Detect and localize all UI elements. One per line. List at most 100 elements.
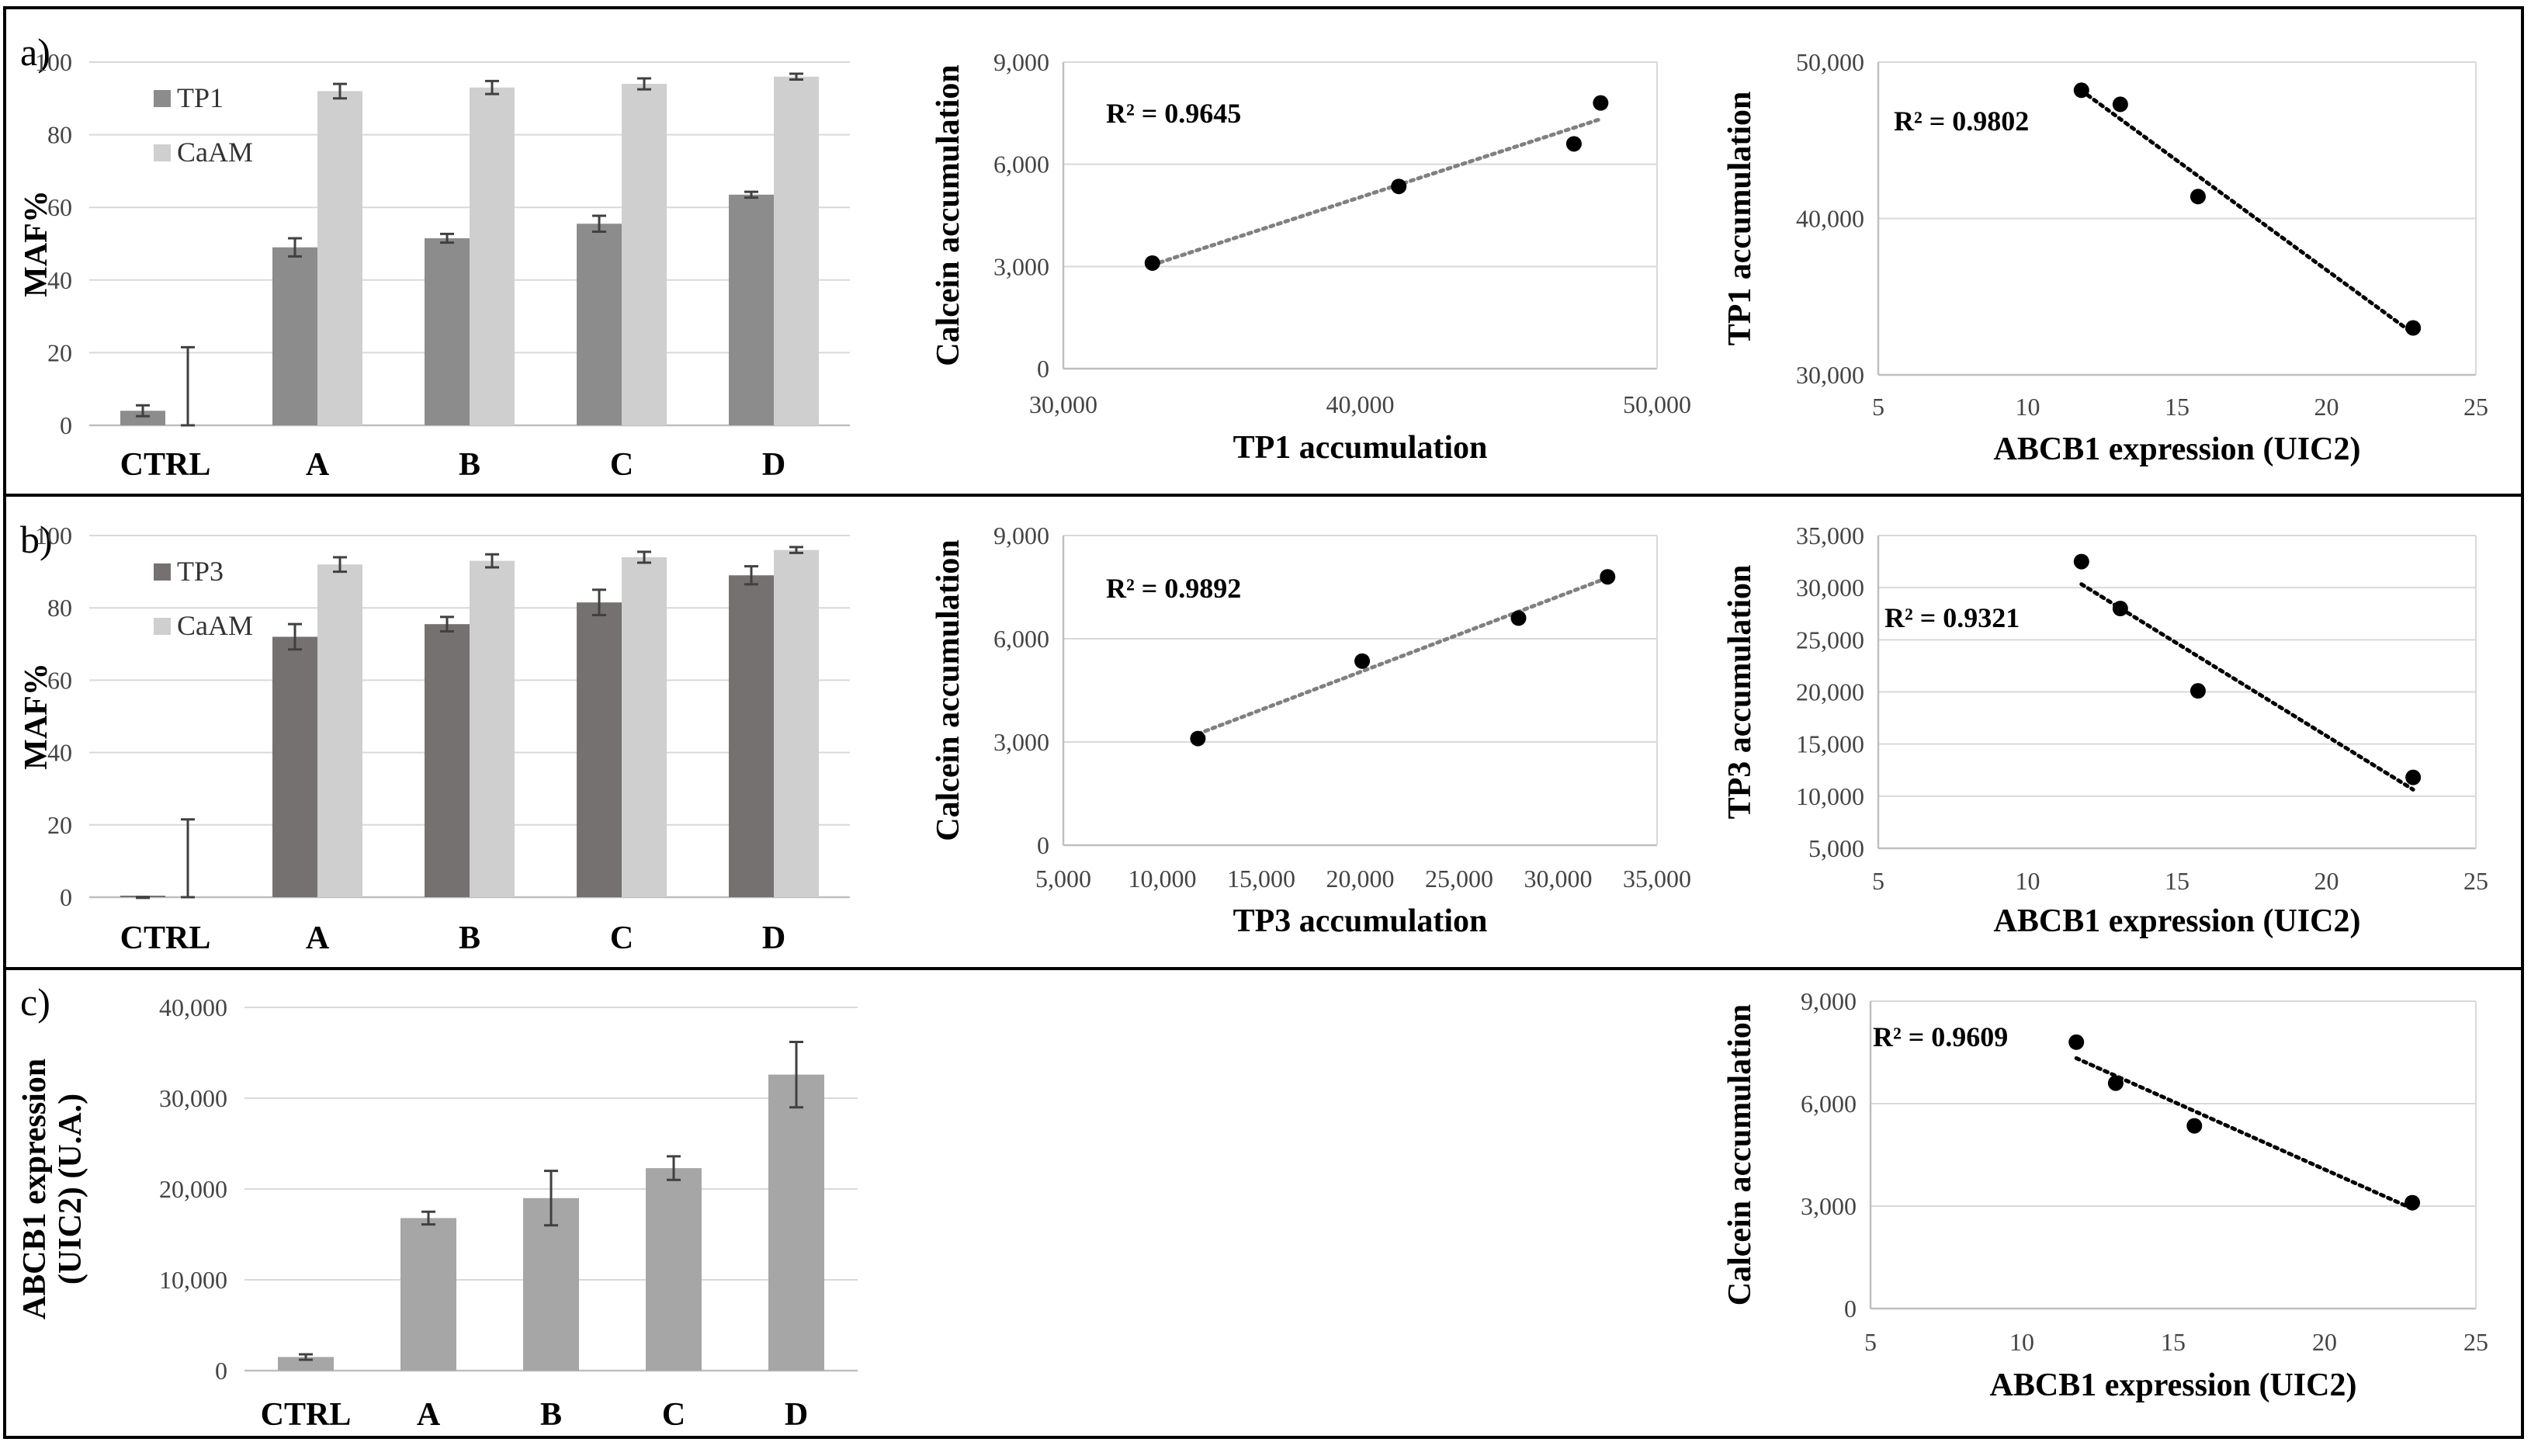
r-squared-label: R² = 0.9321 — [1884, 602, 2020, 633]
y-tick-label: 6,000 — [1801, 1090, 1857, 1118]
legend-label-caam: CaAM — [177, 610, 253, 641]
category-label: D — [762, 447, 785, 483]
x-tick-label: 35,000 — [1623, 865, 1691, 893]
bar-caam-b — [470, 560, 515, 897]
panel-frame-c — [3, 967, 2524, 1439]
x-axis-label: ABCB1 expression (UIC2) — [1994, 432, 2361, 467]
y-tick-label: 3,000 — [993, 728, 1049, 756]
y-tick-label: 60 — [47, 193, 72, 221]
x-tick-label: 5 — [1864, 1328, 1877, 1356]
x-tick-label: 10 — [2016, 393, 2040, 421]
category-label: A — [306, 920, 330, 956]
y-tick-label: 60 — [47, 666, 72, 694]
legend-swatch-caam — [154, 144, 171, 161]
data-point — [1144, 255, 1160, 271]
category-label: B — [459, 920, 480, 956]
y-tick-label: 0 — [215, 1357, 227, 1385]
category-label: CTRL — [120, 447, 211, 483]
legend-label-tp1: TP1 — [177, 82, 224, 113]
y-tick-label: 20 — [47, 338, 72, 366]
data-point — [2073, 553, 2089, 570]
category-label: D — [762, 920, 785, 956]
panel-label-b: b) — [20, 518, 53, 561]
data-point — [1565, 136, 1582, 152]
x-tick-label: 5 — [1872, 867, 1884, 895]
y-tick-label: 15,000 — [1796, 730, 1864, 758]
y-tick-label: 40,000 — [159, 993, 227, 1021]
panel-frame-a — [3, 6, 2524, 497]
bar-tp1-b — [425, 237, 470, 425]
data-point — [2189, 683, 2206, 699]
x-tick-label: 10 — [2016, 867, 2040, 895]
data-point — [2405, 769, 2422, 785]
x-tick-label: 10,000 — [1129, 865, 1197, 893]
data-point — [2112, 601, 2128, 617]
panel-frames — [3, 6, 2524, 1439]
bar-caam-d — [774, 76, 819, 425]
chart-a-scatter-2: 30,000 40,000 50,000 5 10 15 20 25 ABCB1 express… — [1722, 48, 2488, 467]
data-point — [1593, 95, 1609, 111]
trend-line — [2074, 1056, 2415, 1211]
trend-line — [1150, 116, 1603, 267]
bar-caam-c — [622, 84, 667, 425]
trend-line — [2079, 88, 2415, 336]
y-tick-label: 9,000 — [1801, 987, 1857, 1015]
data-point — [2107, 1075, 2124, 1091]
y-axis-label: Calcein accumulation — [1722, 1004, 1758, 1305]
bar-tp1-c — [577, 224, 622, 425]
x-tick-label: 25 — [2463, 393, 2488, 421]
x-tick-label: 30,000 — [1524, 865, 1593, 893]
chart-b-scatter-1: 0 3,000 6,000 9,000 5,000 10,000 15,000 20,000 2… — [931, 522, 1691, 939]
y-axis-label: Calcein accumulation — [931, 64, 966, 366]
r-squared-label: R² = 0.9645 — [1106, 98, 1241, 129]
bar-tp3-c — [577, 602, 622, 897]
x-tick-label: 25,000 — [1425, 865, 1493, 893]
x-tick-label: 10 — [2009, 1328, 2034, 1356]
y-axis-label: TP1 accumulation — [1722, 92, 1758, 346]
legend-swatch-tp3 — [154, 563, 171, 581]
y-axis-label: MAF% — [19, 663, 54, 770]
x-tick-label: 30,000 — [1029, 390, 1097, 418]
data-point — [2405, 320, 2422, 336]
bar-caam-a — [317, 91, 362, 425]
y-tick-label: 40 — [47, 266, 72, 294]
y-tick-label: 35,000 — [1796, 522, 1864, 549]
y-tick-label: 30,000 — [1796, 361, 1864, 389]
y-tick-label: 20,000 — [1796, 678, 1864, 706]
x-tick-label: 50,000 — [1623, 390, 1691, 418]
x-tick-label: 20 — [2314, 867, 2339, 895]
y-axis-label: Calcein accumulation — [931, 539, 966, 841]
bar-caam-c — [622, 556, 667, 897]
category-label: D — [785, 1397, 808, 1433]
y-tick-label: 0 — [60, 883, 72, 911]
y-axis-label: MAF% — [19, 190, 54, 297]
y-tick-label: 80 — [47, 121, 72, 149]
bar-tp3-a — [272, 636, 317, 897]
data-point — [2186, 1118, 2203, 1134]
chart-a-bar: 0 20 40 60 80 100 MAF% CTRL A B C D TP1 CaAM — [19, 48, 850, 483]
bar-tp1-a — [272, 247, 317, 425]
x-tick-label: 20 — [2314, 393, 2339, 421]
data-point — [1354, 653, 1371, 669]
panel-label-c: c) — [20, 980, 50, 1024]
y-tick-label: 3,000 — [993, 252, 1049, 280]
y-tick-label: 9,000 — [993, 48, 1049, 76]
category-label: C — [610, 447, 633, 483]
y-tick-label: 40,000 — [1796, 205, 1864, 233]
y-tick-label: 9,000 — [993, 522, 1049, 549]
trend-line — [1195, 575, 1610, 737]
category-label: A — [306, 447, 330, 483]
y-axis-label: ABCB1 expression(UIC2) (U.A.) — [17, 1059, 88, 1319]
y-tick-label: 0 — [1037, 831, 1049, 859]
bar-abcb1-b — [523, 1198, 579, 1371]
y-tick-label: 30,000 — [1796, 574, 1864, 601]
category-label: B — [540, 1397, 562, 1433]
x-tick-label: 40,000 — [1326, 390, 1395, 418]
bar-tp1-d — [729, 194, 774, 425]
category-label: B — [459, 447, 480, 483]
category-label: CTRL — [120, 920, 211, 956]
data-point — [1391, 179, 1407, 195]
data-point — [2112, 96, 2128, 113]
r-squared-label: R² = 0.9892 — [1106, 573, 1241, 604]
legend-label-caam: CaAM — [177, 137, 253, 168]
